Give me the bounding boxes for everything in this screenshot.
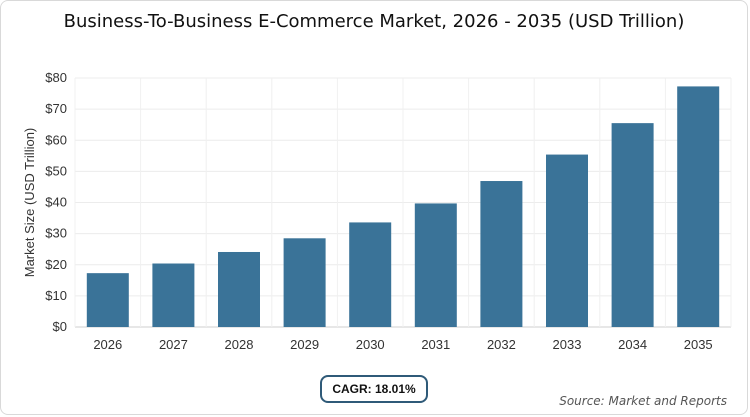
source-note: Source: Market and Reports: [559, 394, 727, 408]
bar-chart: $0$10$20$30$40$50$60$70$80 2026 2027 2028 2…: [22, 70, 732, 352]
x-tick-labels: 2026 2027 2028 2029 2030 2031 2032 2033 2034 2035: [93, 337, 712, 352]
y-tick-label: $80: [45, 70, 67, 85]
bar-2033: [546, 154, 588, 327]
bar-2027: [152, 263, 195, 327]
bar-2030: [349, 222, 392, 327]
x-tick-label: 2033: [553, 337, 582, 352]
y-tick-labels: $0 $10 $20 $30 $40 $50 $60 $70 $80: [45, 70, 67, 334]
y-tick-label: $50: [45, 163, 67, 178]
y-tick-label: $20: [45, 257, 67, 272]
y-tick-label: $70: [45, 101, 67, 116]
x-tick-label: 2032: [487, 337, 516, 352]
x-tick-label: 2030: [356, 337, 385, 352]
y-axis-label: Market Size (USD Trillion): [22, 128, 37, 278]
y-tick-label: $0: [53, 319, 67, 334]
y-tick-label: $10: [45, 288, 67, 303]
bar-2029: [283, 238, 326, 327]
bar-2032: [480, 181, 523, 327]
x-tick-label: 2034: [618, 337, 647, 352]
bar-2034: [611, 123, 654, 327]
x-tick-label: 2035: [684, 337, 713, 352]
bars: [86, 86, 720, 327]
bar-2031: [414, 203, 457, 327]
y-tick-label: $60: [45, 132, 67, 147]
x-tick-label: 2028: [225, 337, 254, 352]
bar-2035: [677, 86, 720, 327]
cagr-badge: CAGR: 18.01%: [320, 375, 428, 403]
bar-2026: [86, 273, 129, 327]
x-tick-label: 2031: [421, 337, 450, 352]
bar-2028: [218, 251, 260, 327]
x-tick-label: 2027: [159, 337, 188, 352]
chart-title: Business-To-Business E-Commerce Market, …: [63, 11, 685, 32]
y-tick-label: $40: [45, 195, 67, 210]
x-tick-label: 2029: [290, 337, 319, 352]
y-tick-label: $30: [45, 226, 67, 241]
x-tick-label: 2026: [93, 337, 122, 352]
